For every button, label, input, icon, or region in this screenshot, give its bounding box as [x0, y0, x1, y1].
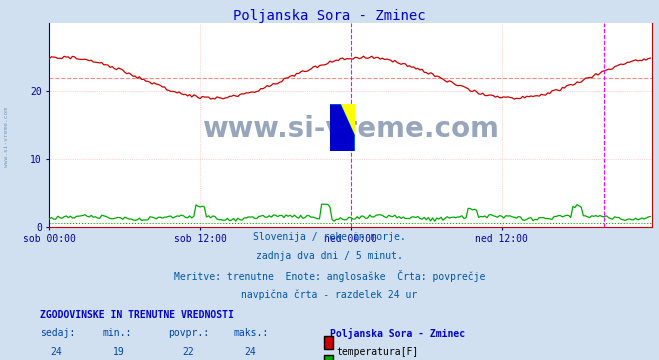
Polygon shape — [330, 104, 355, 151]
Text: www.si-vreme.com: www.si-vreme.com — [202, 115, 500, 143]
Text: zadnja dva dni / 5 minut.: zadnja dva dni / 5 minut. — [256, 251, 403, 261]
Text: Poljanska Sora - Zminec: Poljanska Sora - Zminec — [233, 9, 426, 23]
Text: 24: 24 — [50, 347, 62, 357]
Text: www.si-vreme.com: www.si-vreme.com — [4, 107, 9, 167]
Text: temperatura[F]: temperatura[F] — [336, 347, 418, 357]
Text: povpr.:: povpr.: — [168, 328, 209, 338]
Text: maks.:: maks.: — [234, 328, 269, 338]
Text: Slovenija / reke in morje.: Slovenija / reke in morje. — [253, 232, 406, 242]
Text: 22: 22 — [182, 347, 194, 357]
Text: Poljanska Sora - Zminec: Poljanska Sora - Zminec — [330, 328, 465, 339]
Polygon shape — [341, 104, 355, 135]
Text: sedaj:: sedaj: — [40, 328, 74, 338]
Text: min.:: min.: — [102, 328, 132, 338]
Text: 24: 24 — [244, 347, 256, 357]
Text: ZGODOVINSKE IN TRENUTNE VREDNOSTI: ZGODOVINSKE IN TRENUTNE VREDNOSTI — [40, 310, 233, 320]
Text: Meritve: trenutne  Enote: anglosaške  Črta: povprečje: Meritve: trenutne Enote: anglosaške Črta… — [174, 270, 485, 282]
Text: navpična črta - razdelek 24 ur: navpična črta - razdelek 24 ur — [241, 289, 418, 300]
Text: 19: 19 — [113, 347, 125, 357]
